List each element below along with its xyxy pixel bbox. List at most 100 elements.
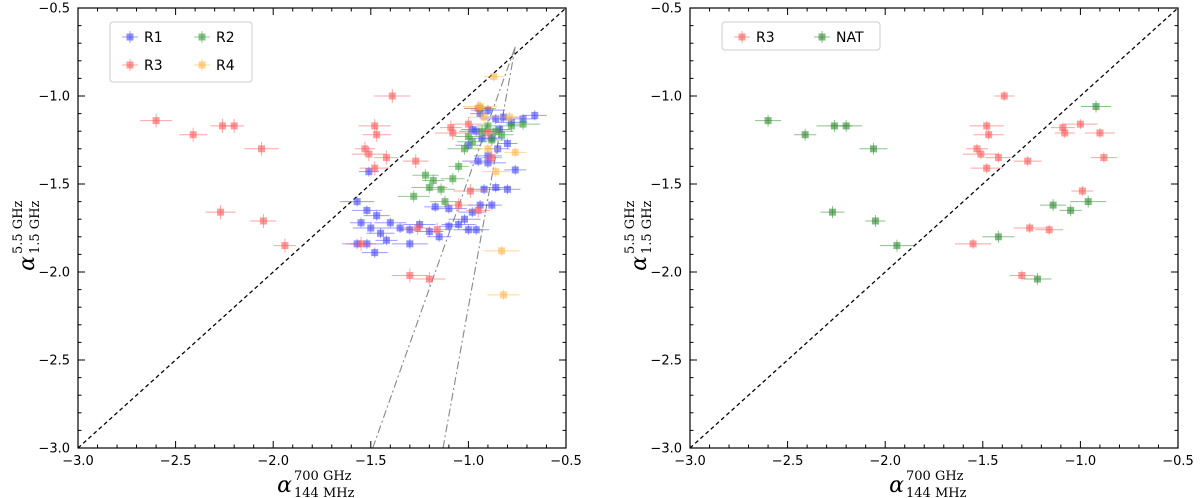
point-R3-11 <box>1084 127 1115 138</box>
point-NAT-9-marker <box>1049 201 1057 209</box>
y-tick-label-5: −0.5 <box>38 2 70 17</box>
point-R2-4-marker <box>437 185 445 193</box>
point-R3-6-marker <box>259 217 267 225</box>
point-R1-26-marker <box>476 201 484 209</box>
point-R1-22 <box>424 201 447 212</box>
point-R1-24-marker <box>460 215 468 223</box>
y-axis-label: α 5.5 GHz 1.5 GHz <box>11 200 43 270</box>
point-R3-5 <box>205 205 236 220</box>
point-NAT-8 <box>1081 100 1112 113</box>
point-NAT-10 <box>1059 204 1082 217</box>
point-R4-6-marker <box>500 291 508 299</box>
point-R1-18-marker <box>445 222 453 230</box>
point-R1-44 <box>522 110 547 121</box>
y-tick-label-3: −1.5 <box>650 178 682 193</box>
point-R4-8-marker <box>484 145 492 153</box>
y-tick-label-2: −2.0 <box>650 266 682 281</box>
point-R1-30-marker <box>503 185 511 193</box>
point-R1-22-marker <box>431 203 439 211</box>
point-R3-12-marker <box>1100 154 1108 162</box>
point-R3-22 <box>453 184 488 199</box>
point-NAT-0 <box>755 114 782 127</box>
point-R4-3 <box>496 112 523 123</box>
point-R3-21-marker <box>488 154 496 162</box>
point-R4-6 <box>487 289 520 300</box>
y-tick-label-0: −3.0 <box>650 442 682 457</box>
y-tick-label-1: −2.5 <box>650 354 682 369</box>
y-label-base: α <box>15 256 40 271</box>
axes-frame <box>689 7 1179 449</box>
point-R1-32-marker <box>484 159 492 167</box>
point-NAT-13-marker <box>1033 275 1041 283</box>
point-R1-21 <box>463 224 490 235</box>
point-R3-24-marker <box>414 224 422 232</box>
point-R3-1 <box>179 127 208 142</box>
point-R1-8-marker <box>396 224 404 232</box>
point-NAT-8-marker <box>1092 103 1100 111</box>
point-R3-16-marker <box>1045 226 1053 234</box>
point-R3-5-marker <box>216 208 224 216</box>
plot-area <box>690 8 1178 448</box>
point-R3-28-marker <box>455 201 463 209</box>
point-NAT-10-marker <box>1067 206 1075 214</box>
series-NAT <box>755 100 1112 286</box>
point-R2-5 <box>440 172 465 185</box>
point-R1-23-marker <box>445 205 453 213</box>
point-R1-34-marker <box>484 152 492 160</box>
point-R2-4 <box>427 183 456 196</box>
point-R1-12 <box>361 247 388 258</box>
point-R3-25-marker <box>433 226 441 234</box>
point-R3-0 <box>140 113 173 128</box>
one-to-one-line <box>78 8 566 448</box>
x-label-sub: 144 MHz <box>906 486 967 498</box>
point-R4-5 <box>483 245 520 256</box>
point-R2-6 <box>448 160 469 173</box>
point-R3-8 <box>374 89 411 103</box>
y-axis-label: α 5.5 GHz 1.5 GHz <box>623 200 655 270</box>
point-R1-1 <box>340 196 375 207</box>
point-R3-26 <box>391 268 428 283</box>
point-R1-40-marker <box>496 125 504 133</box>
point-NAT-6 <box>865 214 886 227</box>
point-R3-7 <box>1013 156 1042 167</box>
point-R1-24 <box>448 214 481 225</box>
point-R2-1-marker <box>429 176 437 184</box>
point-R3-1-marker <box>983 122 991 130</box>
point-R3-9 <box>358 118 391 133</box>
point-R1-21-marker <box>472 226 480 234</box>
legend-marker-R2-marker <box>198 33 206 41</box>
axes-frame <box>77 7 567 449</box>
point-NAT-0-marker <box>764 117 772 125</box>
point-R1-47-marker <box>492 115 500 123</box>
series-R3 <box>955 91 1117 281</box>
point-R1-29-marker <box>492 184 500 192</box>
point-R1-36 <box>497 138 518 149</box>
legend-marker-R2 <box>194 31 210 43</box>
point-R1-36-marker <box>503 140 511 148</box>
guide-1-line <box>372 46 516 448</box>
legend-label-R3: R3 <box>144 58 163 74</box>
point-R3-3-marker <box>994 154 1002 162</box>
point-R1-1-marker <box>353 198 361 206</box>
point-R3-1-marker <box>189 131 197 139</box>
point-R3-13-marker <box>1078 187 1086 195</box>
point-R4-7-marker <box>492 168 500 176</box>
x-label-sub: 144 MHz <box>294 486 355 498</box>
x-axis-label: α 700 GHz 144 MHz <box>277 469 354 498</box>
point-R3-16-marker <box>447 124 455 132</box>
point-R3-4 <box>965 143 988 154</box>
point-R3-6 <box>970 163 1003 174</box>
point-R3-10 <box>362 127 391 142</box>
legend-item-R2: R2 <box>194 30 235 46</box>
point-R3-4-marker <box>257 145 265 153</box>
point-R4-8 <box>475 143 500 154</box>
plot-area <box>78 8 566 448</box>
x-label-sup: 700 GHz <box>906 469 964 484</box>
point-R3-14 <box>955 238 992 249</box>
legend-marker-R1 <box>122 31 138 43</box>
point-R4-1-marker <box>476 103 484 111</box>
point-R1-5-marker <box>367 224 375 232</box>
point-R3-11-marker <box>382 154 390 162</box>
point-R1-14 <box>391 238 428 249</box>
point-NAT-5-marker <box>828 208 836 216</box>
